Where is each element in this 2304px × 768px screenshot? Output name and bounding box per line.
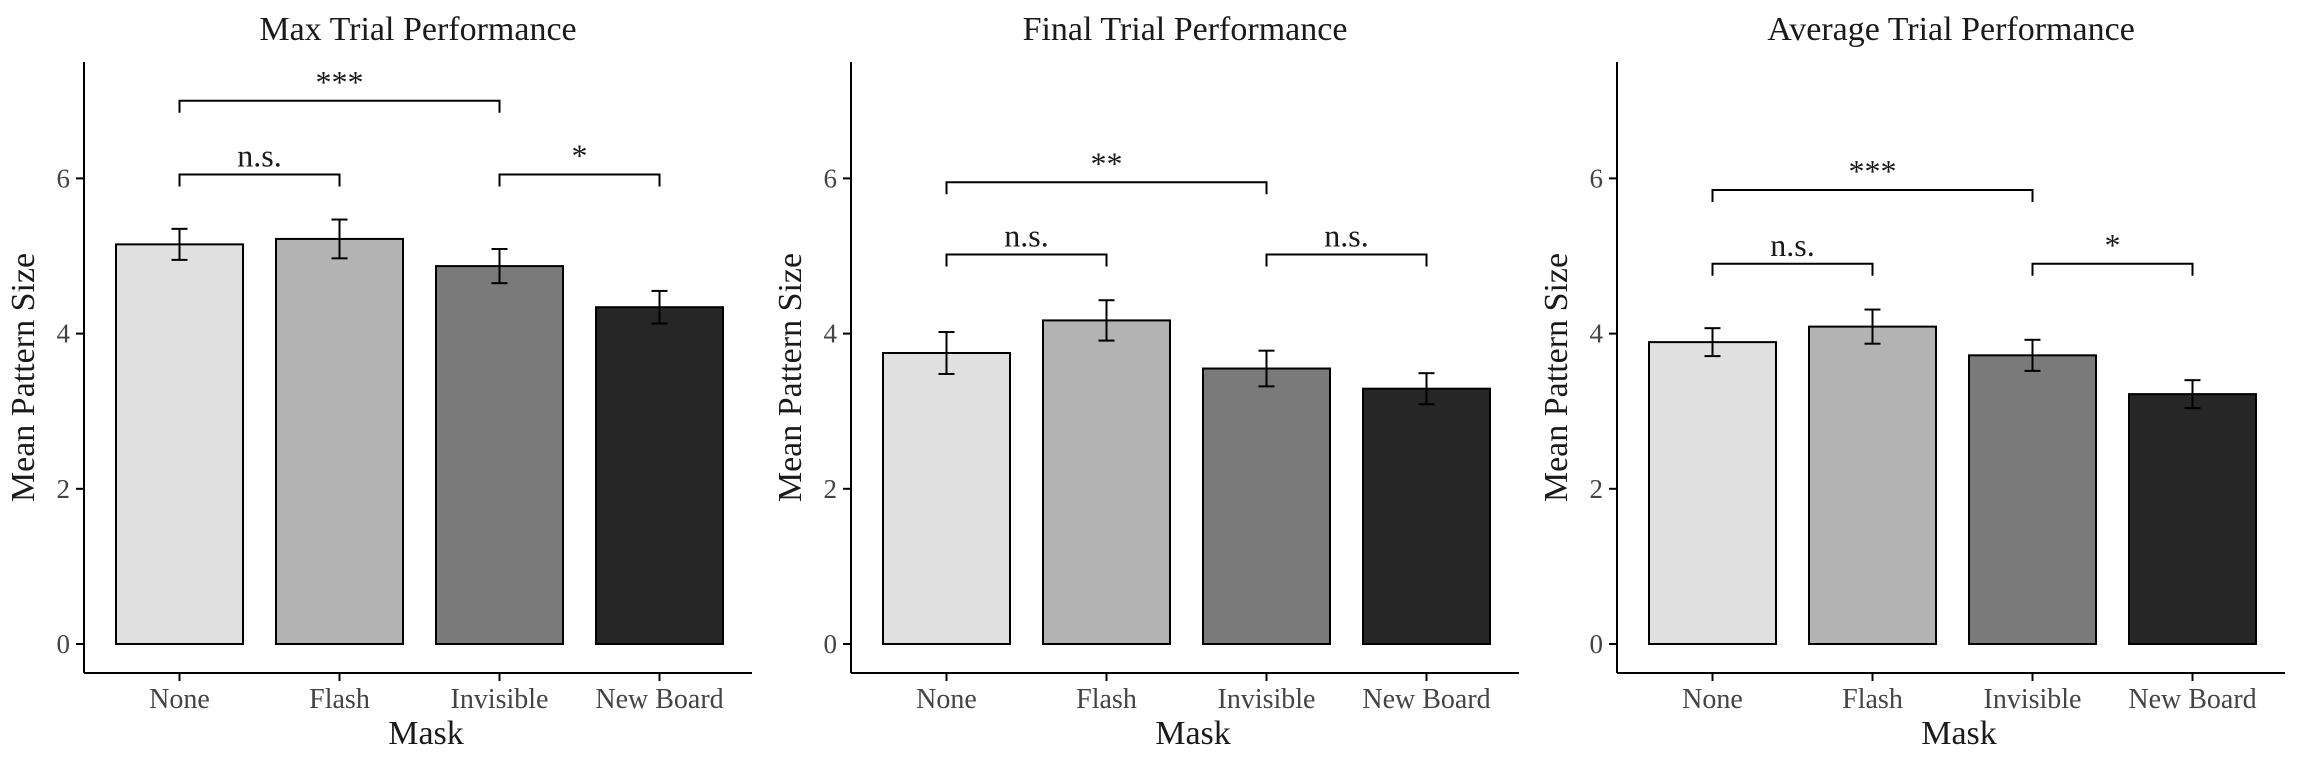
y-tick-label: 2 — [824, 474, 838, 504]
y-tick-label: 4 — [1590, 319, 1604, 349]
bar-none — [1648, 341, 1777, 645]
significance-label: * — [2105, 227, 2121, 263]
significance-bracket — [945, 181, 1268, 195]
bar-flash — [1808, 325, 1937, 645]
bar-flash — [1042, 319, 1171, 645]
significance-label: * — [572, 138, 588, 174]
y-tick-label: 0 — [57, 629, 71, 659]
significance-bracket — [1711, 262, 1874, 276]
significance-bracket — [178, 173, 341, 187]
y-axis-title: Mean Pattern Size — [5, 253, 42, 502]
significance-label: ** — [1091, 145, 1123, 181]
significance-bracket — [178, 99, 501, 113]
category-label: Flash — [1842, 684, 1903, 715]
category-label: Flash — [309, 684, 370, 715]
significance-label: *** — [316, 64, 364, 100]
y-tick-label: 0 — [1590, 629, 1604, 659]
y-tick-label: 4 — [57, 319, 71, 349]
y-tick-label: 6 — [824, 163, 838, 193]
x-axis-title: Mask — [1921, 715, 1997, 752]
chart-panel-2: Final Trial Performance 0 2 4 6 Mean Pattern … — [772, 11, 1519, 752]
significance-label: n.s. — [1770, 227, 1814, 263]
significance-bracket — [1265, 253, 1428, 267]
category-label: Invisible — [451, 684, 549, 715]
y-tick-label: 6 — [57, 163, 71, 193]
chart-panel-3: Average Trial Performance 0 2 4 6 Mean Patter… — [1538, 11, 2285, 752]
category-label: None — [149, 684, 210, 715]
y-axis-title: Mean Pattern Size — [1538, 253, 1575, 502]
significance-bracket — [2031, 262, 2194, 276]
category-label: New Board — [1362, 684, 1490, 715]
category-label: Flash — [1076, 684, 1137, 715]
bar-new-board — [2128, 393, 2257, 645]
x-axis-title: Mask — [388, 715, 464, 752]
significance-label: n.s. — [1324, 217, 1368, 253]
bar-none — [882, 352, 1011, 645]
y-tick-label: 6 — [1590, 163, 1604, 193]
y-tick-label: 2 — [1590, 474, 1604, 504]
chart-title: Final Trial Performance — [1023, 11, 1348, 48]
significance-bracket — [945, 253, 1108, 267]
bar-flash — [275, 237, 404, 645]
category-label: Invisible — [1218, 684, 1316, 715]
y-tick-label: 0 — [824, 629, 838, 659]
bar-invisible — [435, 265, 564, 645]
chart-title: Max Trial Performance — [259, 11, 576, 48]
y-tick-label: 4 — [824, 319, 838, 349]
category-label: New Board — [595, 684, 723, 715]
y-axis-title: Mean Pattern Size — [772, 253, 809, 502]
significance-label: n.s. — [237, 138, 281, 174]
chart-panel-1: Max Trial Performance 0 2 4 6 Mean Pattern Si… — [5, 11, 752, 752]
x-axis-title: Mask — [1155, 715, 1231, 752]
significance-bracket — [498, 173, 661, 187]
category-label: New Board — [2128, 684, 2256, 715]
bar-new-board — [595, 306, 724, 645]
significance-bracket — [1711, 189, 2034, 203]
bar-invisible — [1968, 354, 2097, 645]
significance-label: n.s. — [1004, 217, 1048, 253]
category-label: None — [1682, 684, 1743, 715]
bar-none — [115, 243, 244, 646]
bar-invisible — [1202, 367, 1331, 645]
y-tick-label: 2 — [57, 474, 71, 504]
bar-new-board — [1362, 387, 1491, 646]
chart-title: Average Trial Performance — [1767, 11, 2135, 48]
category-label: None — [916, 684, 977, 715]
category-label: Invisible — [1984, 684, 2082, 715]
significance-label: *** — [1849, 153, 1897, 189]
